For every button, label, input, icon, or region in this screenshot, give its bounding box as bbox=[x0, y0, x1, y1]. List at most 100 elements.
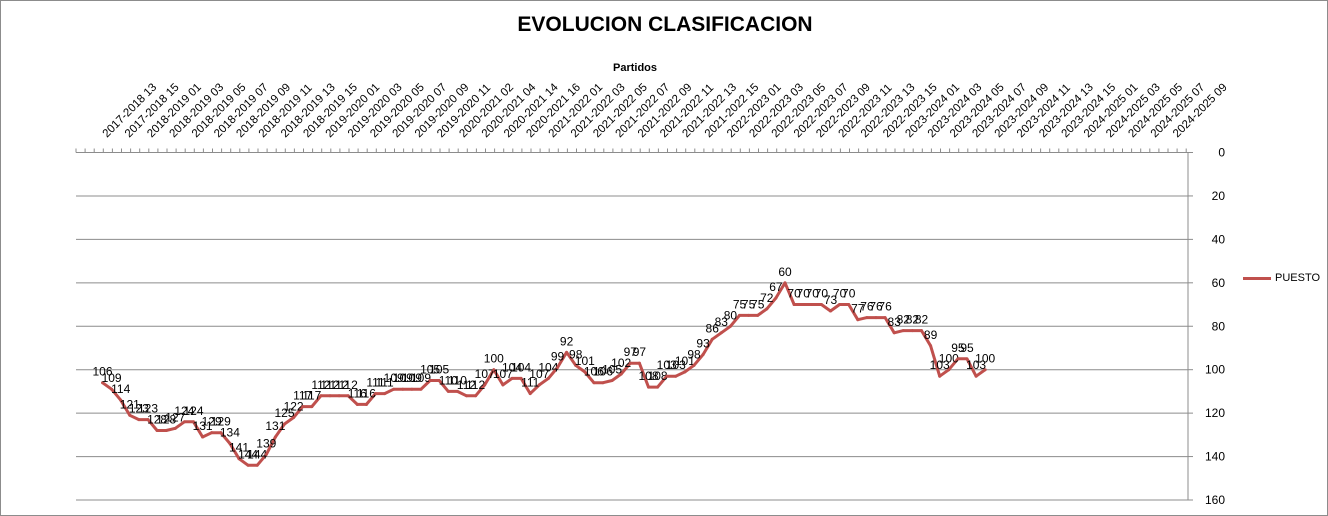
data-point bbox=[519, 376, 523, 380]
data-label: 93 bbox=[696, 336, 710, 350]
data-label: 128 bbox=[147, 413, 167, 427]
data-point bbox=[446, 389, 450, 393]
data-point bbox=[364, 402, 368, 406]
data-point bbox=[565, 350, 569, 354]
data-point bbox=[492, 368, 496, 372]
data-label: 67 bbox=[769, 280, 783, 294]
data-label: 109 bbox=[411, 371, 431, 385]
data-label: 117 bbox=[293, 389, 312, 403]
data-point bbox=[137, 418, 141, 422]
data-point bbox=[838, 303, 842, 307]
data-label: 102 bbox=[611, 356, 631, 370]
data-point bbox=[847, 303, 851, 307]
data-point bbox=[819, 303, 823, 307]
data-label: 72 bbox=[760, 291, 774, 305]
data-label: 82 bbox=[897, 313, 911, 327]
series-line-puesto bbox=[101, 281, 987, 467]
data-point bbox=[929, 344, 933, 348]
data-label: 106 bbox=[584, 365, 604, 379]
data-point bbox=[747, 313, 751, 317]
data-label: 76 bbox=[878, 300, 892, 314]
data-label: 107 bbox=[475, 367, 495, 381]
data-label: 134 bbox=[220, 426, 240, 440]
data-label: 82 bbox=[915, 313, 929, 327]
data-point bbox=[856, 318, 860, 322]
data-label: 112 bbox=[457, 378, 476, 392]
data-label: 104 bbox=[511, 360, 531, 374]
data-point bbox=[865, 316, 869, 320]
data-label: 75 bbox=[751, 297, 765, 311]
data-label: 117 bbox=[302, 389, 321, 403]
data-point bbox=[665, 374, 669, 378]
data-label: 111 bbox=[366, 376, 385, 390]
data-label: 110 bbox=[448, 373, 467, 387]
data-point bbox=[173, 426, 177, 430]
data-point bbox=[537, 383, 541, 387]
data-label: 112 bbox=[311, 378, 330, 392]
data-label: 75 bbox=[742, 297, 756, 311]
data-label: 106 bbox=[593, 365, 613, 379]
data-label: 100 bbox=[939, 352, 959, 366]
data-label: 98 bbox=[569, 347, 583, 361]
data-label: 122 bbox=[284, 399, 304, 413]
y-tick-label: 40 bbox=[1212, 232, 1226, 246]
data-point bbox=[965, 357, 969, 361]
data-point bbox=[510, 376, 514, 380]
y-tick-label: 100 bbox=[1205, 363, 1225, 377]
data-point bbox=[829, 309, 832, 313]
data-label: 101 bbox=[575, 354, 595, 368]
data-label: 92 bbox=[560, 334, 574, 348]
data-point bbox=[647, 385, 650, 389]
data-point bbox=[983, 368, 987, 372]
data-point bbox=[264, 452, 268, 456]
data-label: 70 bbox=[787, 287, 801, 301]
y-tick-label: 0 bbox=[1218, 146, 1225, 160]
data-point bbox=[310, 405, 314, 409]
data-point bbox=[710, 337, 714, 341]
data-label: 103 bbox=[966, 358, 986, 372]
data-point bbox=[619, 372, 623, 376]
data-label: 109 bbox=[102, 371, 122, 385]
data-label: 114 bbox=[111, 382, 130, 396]
data-label: 109 bbox=[393, 371, 413, 385]
y-tick-label: 140 bbox=[1205, 450, 1225, 464]
y-tick-label: 80 bbox=[1212, 319, 1226, 333]
data-label: 127 bbox=[165, 410, 185, 424]
data-point bbox=[128, 413, 132, 417]
data-point bbox=[883, 316, 887, 320]
data-label: 83 bbox=[888, 315, 902, 329]
data-label: 75 bbox=[733, 297, 747, 311]
data-label: 144 bbox=[247, 447, 267, 461]
data-point bbox=[728, 324, 732, 328]
data-point bbox=[483, 383, 487, 387]
data-point bbox=[628, 361, 632, 365]
y-tick-label: 120 bbox=[1205, 406, 1225, 420]
data-label: 76 bbox=[869, 300, 883, 314]
data-point bbox=[556, 366, 559, 370]
data-point bbox=[101, 381, 104, 385]
data-label: 108 bbox=[638, 369, 658, 383]
data-point bbox=[610, 379, 614, 383]
data-label: 112 bbox=[466, 378, 485, 392]
data-label: 123 bbox=[129, 402, 149, 416]
data-label: 112 bbox=[330, 378, 349, 392]
data-label: 107 bbox=[529, 367, 549, 381]
data-point bbox=[237, 457, 241, 461]
data-point bbox=[874, 316, 878, 320]
data-label: 97 bbox=[624, 345, 638, 359]
data-point bbox=[774, 296, 778, 300]
data-point bbox=[419, 387, 423, 391]
data-point bbox=[683, 370, 687, 374]
data-point bbox=[719, 331, 723, 335]
data-point bbox=[601, 381, 605, 385]
data-label: 109 bbox=[402, 371, 422, 385]
data-point bbox=[110, 387, 114, 391]
data-point bbox=[283, 422, 286, 426]
data-point bbox=[401, 387, 405, 391]
data-point bbox=[920, 329, 923, 333]
chart-title: EVOLUCION CLASIFICACION bbox=[517, 13, 813, 36]
data-point bbox=[328, 394, 332, 398]
data-point bbox=[337, 394, 341, 398]
data-label: 103 bbox=[666, 358, 686, 372]
